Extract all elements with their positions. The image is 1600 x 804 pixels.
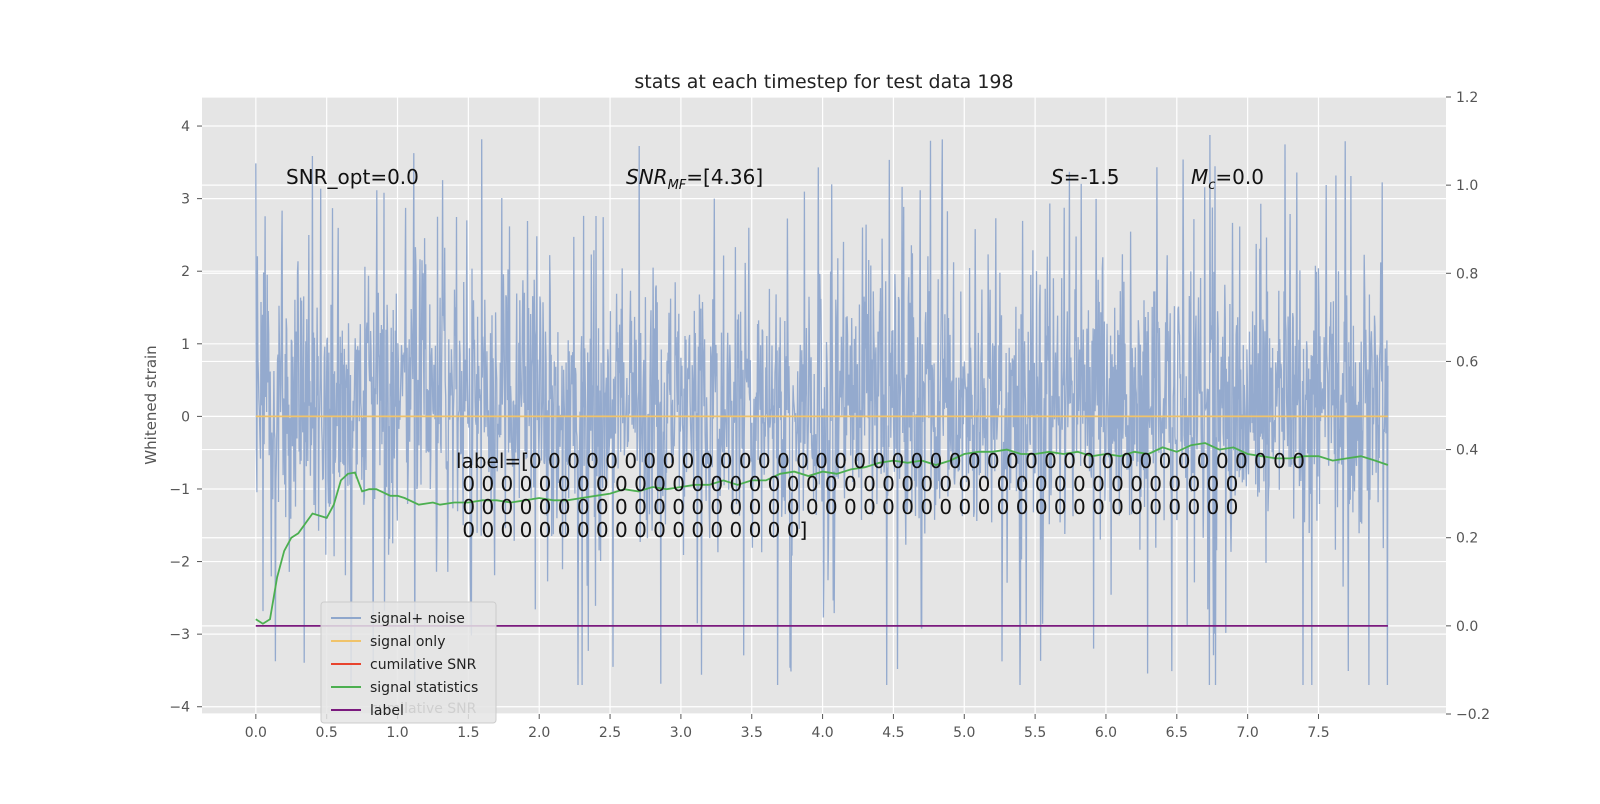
y-tick-label-right: 0.8: [1456, 266, 1478, 282]
x-tick-label: 1.5: [457, 725, 479, 741]
x-tick-label: 5.0: [953, 725, 975, 741]
y-tick-label-left: −1: [169, 482, 190, 498]
legend-label: label: [370, 703, 404, 719]
legend-box: [320, 601, 497, 724]
y-tick-label-right: 1.2: [1456, 90, 1478, 106]
x-tick-label: 1.0: [386, 725, 408, 741]
legend-label: signal only: [370, 634, 445, 650]
chart-title: stats at each timestep for test data 198: [634, 71, 1013, 93]
legend-label: signal+ noise: [370, 611, 465, 627]
x-tick-label: 6.0: [1095, 725, 1117, 741]
x-tick-label: 2.0: [528, 725, 550, 741]
y-tick-label-right: 0.4: [1456, 443, 1478, 459]
signal-statistics-line: [255, 442, 1389, 625]
x-tick-label: 7.5: [1307, 725, 1329, 741]
annotation-snr-opt: SNR_opt=0.0: [286, 165, 419, 189]
y-tick-label-left: 4: [181, 119, 190, 135]
x-tick-label: 5.5: [1024, 725, 1046, 741]
y-tick-label-left: −2: [169, 555, 190, 571]
x-tick-label: 0.5: [316, 725, 338, 741]
x-tick-label: 7.0: [1237, 725, 1259, 741]
series-signal-plus-noise: [255, 134, 1389, 686]
x-tick-label: 2.5: [599, 725, 621, 741]
legend-label: cumilative SNR: [370, 657, 477, 673]
annotation-label-line-2: 0 0 0 0 0 0 0 0 0 0 0 0 0 0 0 0 0 0 0 0 …: [456, 472, 1238, 496]
x-tick-label: 6.5: [1166, 725, 1188, 741]
y-tick-label-left: 1: [181, 337, 190, 353]
y-tick-label-left: 0: [181, 409, 190, 425]
y-tick-label-left: −4: [169, 700, 190, 716]
annotation-label-line-1: label=[0 0 0 0 0 0 0 0 0 0 0 0 0 0 0 0 0…: [456, 449, 1305, 473]
annotation-label-line-4: 0 0 0 0 0 0 0 0 0 0 0 0 0 0 0 0 0 0]: [456, 518, 807, 542]
x-tick-label: 0.0: [245, 725, 267, 741]
y-tick-label-right: 0.0: [1456, 619, 1478, 635]
y-tick-label-left: −3: [169, 627, 190, 643]
y-tick-label-right: 0.6: [1456, 354, 1478, 370]
axes: 0.0 0.5 1.0 1.5 2.0 2.5 3.0 3.5 4.0 4.5 5.0 5.5 6.0 6…: [169, 90, 1490, 741]
x-tick-label: 3.0: [670, 725, 692, 741]
annotation-spin: S=-1.5: [1051, 165, 1119, 189]
x-tick-label: 3.5: [741, 725, 763, 741]
y-axis-label-left: Whitened strain: [142, 345, 160, 464]
y-tick-label-right: 1.0: [1456, 178, 1478, 194]
y-tick-label-left: 2: [181, 264, 190, 280]
annotation-label-line-3: 0 0 0 0 0 0 0 0 0 0 0 0 0 0 0 0 0 0 0 0 …: [456, 495, 1238, 519]
legend: cumilative SNR signal+ noise signal only c…: [320, 601, 497, 724]
legend-ghost-text: cumilative SNR: [370, 701, 477, 717]
x-tick-label: 4.0: [811, 725, 833, 741]
signal-plus-noise-line: [255, 134, 1389, 686]
y-tick-label-left: 3: [181, 192, 190, 208]
annotation-chirp-mass: Mc=0.0: [1191, 165, 1264, 193]
x-tick-label: 4.5: [882, 725, 904, 741]
annotation-snr-mf: SNRMF=[4.36]: [626, 165, 763, 193]
y-tick-label-right: 0.2: [1456, 531, 1478, 547]
legend-label: signal statistics: [370, 680, 478, 696]
y-tick-label-right: −0.2: [1456, 707, 1490, 723]
